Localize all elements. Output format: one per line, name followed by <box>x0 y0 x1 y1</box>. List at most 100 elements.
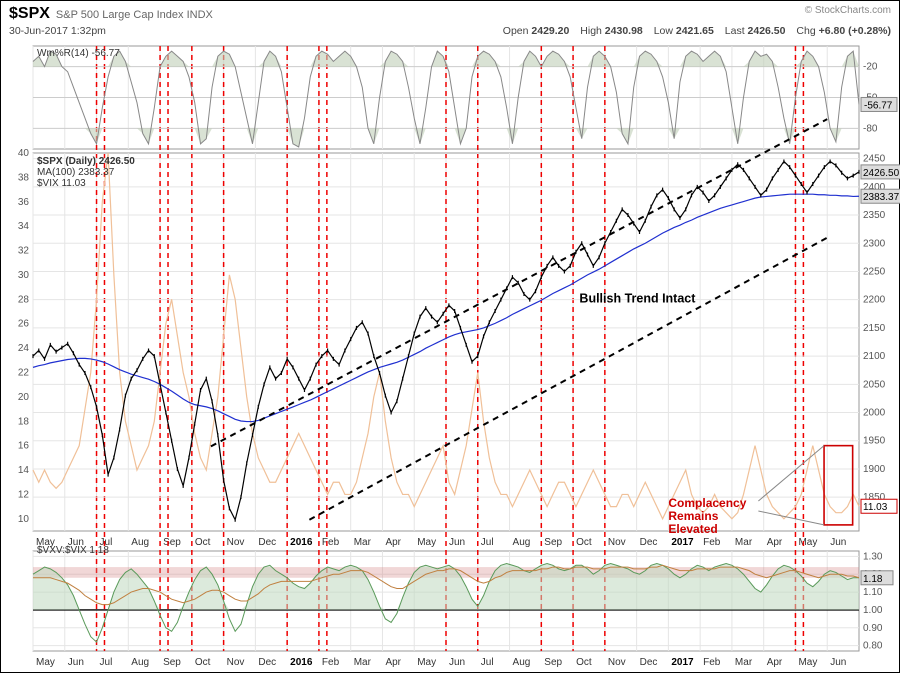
chart-header: $SPX S&P 500 Large Cap Index INDX © Stoc… <box>1 1 899 25</box>
svg-text:Aug: Aug <box>513 657 531 668</box>
svg-text:Feb: Feb <box>703 537 721 548</box>
svg-text:1900: 1900 <box>863 464 886 475</box>
svg-text:18: 18 <box>18 416 30 427</box>
svg-text:2017: 2017 <box>671 537 694 548</box>
svg-text:Nov: Nov <box>227 657 245 668</box>
svg-text:1.30: 1.30 <box>863 551 883 562</box>
svg-text:Nov: Nov <box>608 537 626 548</box>
svg-text:-56.77: -56.77 <box>864 100 893 111</box>
svg-text:May: May <box>798 537 817 548</box>
svg-text:Apr: Apr <box>767 537 783 548</box>
svg-text:Mar: Mar <box>735 537 753 548</box>
svg-text:36: 36 <box>18 197 30 208</box>
chart-svg: May May Jun Jun Jul Jul Aug Aug Sep Sep Oct Oct Nov N… <box>1 41 900 674</box>
svg-text:2100: 2100 <box>863 351 886 362</box>
svg-text:2050: 2050 <box>863 379 886 390</box>
svg-text:0.90: 0.90 <box>863 623 883 634</box>
source-credit: © StockCharts.com <box>805 5 891 23</box>
svg-text:Jun: Jun <box>830 657 846 668</box>
svg-text:Dec: Dec <box>640 537 658 548</box>
svg-text:2000: 2000 <box>863 408 886 419</box>
chart-container: $SPX S&P 500 Large Cap Index INDX © Stoc… <box>0 0 900 673</box>
svg-text:38: 38 <box>18 172 30 183</box>
svg-text:Apr: Apr <box>767 657 783 668</box>
svg-text:Jul: Jul <box>481 537 494 548</box>
svg-text:24: 24 <box>18 343 30 354</box>
svg-text:1.10: 1.10 <box>863 587 883 598</box>
svg-text:Jun: Jun <box>449 657 465 668</box>
svg-text:32: 32 <box>18 246 30 257</box>
svg-text:$VIX 11.03: $VIX 11.03 <box>37 178 86 189</box>
svg-text:Apr: Apr <box>385 537 401 548</box>
svg-text:Sep: Sep <box>544 537 562 548</box>
svg-text:2450: 2450 <box>863 154 886 165</box>
svg-text:Mar: Mar <box>354 657 372 668</box>
svg-text:MA(100) 2383.37: MA(100) 2383.37 <box>37 167 115 178</box>
svg-text:Oct: Oct <box>195 537 211 548</box>
svg-text:28: 28 <box>18 294 30 305</box>
svg-text:11.03: 11.03 <box>863 502 888 513</box>
svg-text:Aug: Aug <box>131 537 149 548</box>
svg-text:2016: 2016 <box>290 657 313 668</box>
svg-text:10: 10 <box>18 514 30 525</box>
svg-text:Oct: Oct <box>576 657 592 668</box>
chart-subheader: 30-Jun-2017 1:32pm Open 2429.20 High 243… <box>1 25 899 40</box>
svg-text:-80: -80 <box>863 123 878 134</box>
svg-text:1.00: 1.00 <box>863 605 883 616</box>
svg-text:Jul: Jul <box>481 657 494 668</box>
svg-text:26: 26 <box>18 319 30 330</box>
svg-text:Oct: Oct <box>195 657 211 668</box>
svg-text:Bullish Trend Intact: Bullish Trend Intact <box>579 292 696 306</box>
svg-text:1.18: 1.18 <box>863 574 883 585</box>
svg-text:16: 16 <box>18 441 30 452</box>
svg-text:20: 20 <box>18 392 30 403</box>
svg-text:Jun: Jun <box>449 537 465 548</box>
ohlc-row: Open 2429.20 High 2430.98 Low 2421.65 La… <box>495 25 891 37</box>
svg-text:Oct: Oct <box>576 537 592 548</box>
chart-area: May May Jun Jun Jul Jul Aug Aug Sep Sep Oct Oct Nov N… <box>1 41 899 672</box>
svg-text:2016: 2016 <box>290 537 313 548</box>
svg-text:Sep: Sep <box>544 657 562 668</box>
svg-text:Nov: Nov <box>227 537 245 548</box>
svg-text:Feb: Feb <box>322 657 340 668</box>
svg-text:2383.37: 2383.37 <box>863 192 900 203</box>
svg-text:2200: 2200 <box>863 295 886 306</box>
svg-text:Aug: Aug <box>513 537 531 548</box>
svg-text:Mar: Mar <box>354 537 372 548</box>
svg-text:$SPX (Daily) 2426.50: $SPX (Daily) 2426.50 <box>37 156 135 167</box>
svg-text:Remains: Remains <box>668 509 718 523</box>
svg-text:2017: 2017 <box>671 657 694 668</box>
svg-text:May: May <box>798 657 817 668</box>
svg-text:2426.50: 2426.50 <box>863 168 900 179</box>
svg-text:Sep: Sep <box>163 657 181 668</box>
svg-text:0.80: 0.80 <box>863 641 883 652</box>
svg-text:Complacency: Complacency <box>668 496 746 510</box>
svg-text:Dec: Dec <box>258 657 276 668</box>
svg-text:Elevated: Elevated <box>668 522 717 536</box>
svg-text:2150: 2150 <box>863 323 886 334</box>
svg-text:Feb: Feb <box>322 537 340 548</box>
svg-text:Jun: Jun <box>830 537 846 548</box>
date-time: 30-Jun-2017 1:32pm <box>9 25 106 37</box>
svg-text:Feb: Feb <box>703 657 721 668</box>
svg-text:30: 30 <box>18 270 30 281</box>
svg-text:34: 34 <box>18 221 30 232</box>
svg-text:Aug: Aug <box>131 657 149 668</box>
svg-text:May: May <box>417 537 436 548</box>
svg-text:Sep: Sep <box>163 537 181 548</box>
svg-text:Wm%R(14) -56.77: Wm%R(14) -56.77 <box>37 48 120 59</box>
svg-text:40: 40 <box>18 148 30 159</box>
svg-text:2300: 2300 <box>863 238 886 249</box>
ticker-symbol: $SPX <box>9 5 50 23</box>
svg-text:2350: 2350 <box>863 210 886 221</box>
svg-text:May: May <box>417 657 436 668</box>
svg-text:22: 22 <box>18 367 30 378</box>
svg-text:Jul: Jul <box>100 657 113 668</box>
svg-text:Dec: Dec <box>640 657 658 668</box>
svg-text:1950: 1950 <box>863 436 886 447</box>
svg-text:$VXV:$VIX 1.18: $VXV:$VIX 1.18 <box>37 545 109 556</box>
svg-text:Mar: Mar <box>735 657 753 668</box>
svg-text:-20: -20 <box>863 62 878 73</box>
svg-text:Jun: Jun <box>68 657 84 668</box>
svg-text:Apr: Apr <box>385 657 401 668</box>
